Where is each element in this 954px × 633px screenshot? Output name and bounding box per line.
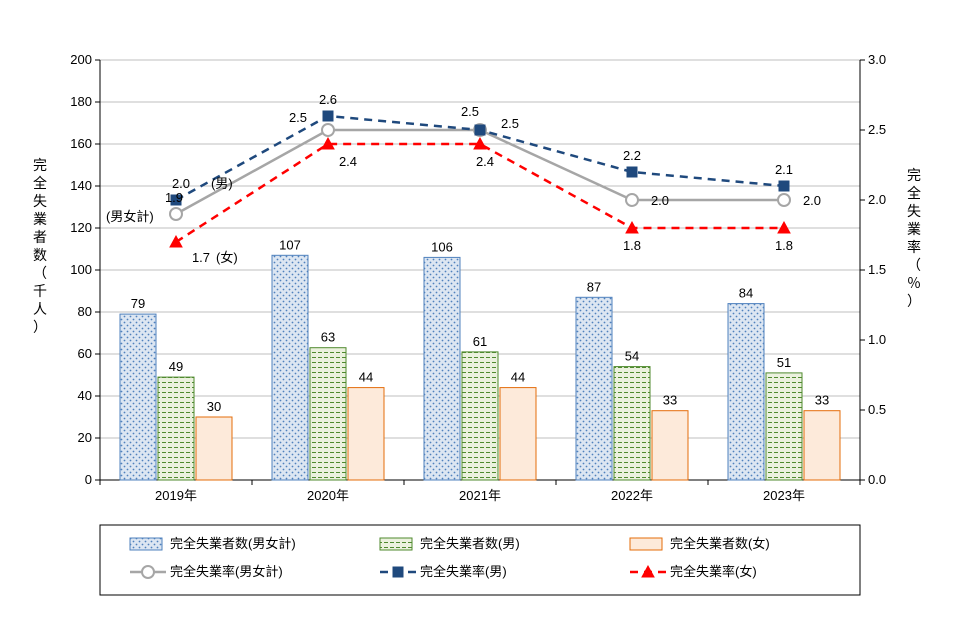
left-axis-label: 者 <box>33 229 47 245</box>
category-label: 2023年 <box>763 488 805 503</box>
bar-total <box>272 255 308 480</box>
right-axis-label: （ <box>907 257 921 273</box>
line-label-male: 2.2 <box>623 148 641 163</box>
bar-total <box>424 257 460 480</box>
bar-label-female: 30 <box>207 399 221 414</box>
bar-female <box>804 411 840 480</box>
bar-label-female: 44 <box>359 370 373 385</box>
category-label: 2020年 <box>307 488 349 503</box>
line-label-female: 2.4 <box>339 154 357 169</box>
bar-total <box>576 297 612 480</box>
right-axis-label: 全 <box>907 185 921 201</box>
right-tick-label: 2.0 <box>868 192 886 207</box>
bar-label-male: 63 <box>321 330 335 345</box>
left-tick-label: 80 <box>78 304 92 319</box>
legend-line-male: 完全失業率(男) <box>420 564 507 579</box>
left-axis-label: 完 <box>33 157 47 173</box>
left-tick-label: 40 <box>78 388 92 403</box>
bar-label-total: 79 <box>131 296 145 311</box>
line-label-total: 2.5 <box>501 116 519 131</box>
chart-container: 0 20 40 60 80 100 120 140 160 180 200 0.0 0.5 1.0 1.5 2… <box>0 0 954 633</box>
bar-label-male: 49 <box>169 359 183 374</box>
bar-female <box>348 388 384 480</box>
bar-male <box>614 367 650 480</box>
line-label-male: 2.6 <box>319 92 337 107</box>
left-axis-label: （ <box>33 265 47 281</box>
line-label-male: 2.1 <box>775 162 793 177</box>
left-axis-label: 数 <box>33 247 47 263</box>
right-tick-label: 0.5 <box>868 402 886 417</box>
right-tick-label: 2.5 <box>868 122 886 137</box>
left-tick-label: 160 <box>70 136 92 151</box>
right-tick-label: 0.0 <box>868 472 886 487</box>
bar-male <box>158 377 194 480</box>
left-axis-label: 失 <box>33 193 47 209</box>
category-label: 2021年 <box>459 488 501 503</box>
bar-label-total: 106 <box>431 239 453 254</box>
legend-bar-male: 完全失業者数(男) <box>420 536 520 551</box>
category-label: 2019年 <box>155 488 197 503</box>
line-label-total: 2.0 <box>651 193 669 208</box>
bar-female <box>500 388 536 480</box>
right-axis-label: 率 <box>907 239 921 255</box>
right-axis-label: 業 <box>907 221 921 237</box>
line-label-total: 2.0 <box>803 193 821 208</box>
line-label-female: 1.7 <box>192 250 210 265</box>
right-axis-label: ％ <box>907 275 921 291</box>
bar-total <box>728 304 764 480</box>
legend-bar-female: 完全失業者数(女) <box>670 536 770 551</box>
left-tick-label: 180 <box>70 94 92 109</box>
legend-bar-total: 完全失業者数(男女計) <box>170 536 296 551</box>
bar-male <box>310 348 346 480</box>
left-axis-label: 千 <box>33 283 47 299</box>
left-tick-label: 0 <box>85 472 92 487</box>
left-axis-label: ） <box>33 319 47 335</box>
left-tick-label: 120 <box>70 220 92 235</box>
bar-total <box>120 314 156 480</box>
left-axis-label: 人 <box>33 301 47 317</box>
right-tick-label: 3.0 <box>868 52 886 67</box>
line-label-total: 2.5 <box>289 110 307 125</box>
left-axis-label: 業 <box>33 211 47 227</box>
left-axis-label: 全 <box>33 175 47 191</box>
bar-label-female: 33 <box>663 393 677 408</box>
category-label: 2022年 <box>611 488 653 503</box>
legend-line-total: 完全失業率(男女計) <box>170 564 283 579</box>
left-tick-label: 140 <box>70 178 92 193</box>
annotation-male: (男) <box>211 176 233 191</box>
chart-svg: 0 20 40 60 80 100 120 140 160 180 200 0.0 0.5 1.0 1.5 2… <box>0 0 954 633</box>
line-label-female: 1.8 <box>775 238 793 253</box>
line-label-male: 2.0 <box>172 176 190 191</box>
bar-label-female: 44 <box>511 370 525 385</box>
annotation-female: (女) <box>216 250 238 265</box>
bar-female <box>652 411 688 480</box>
right-axis-label: 完 <box>907 167 921 183</box>
line-label-total: 1.9 <box>165 190 183 205</box>
right-tick-label: 1.0 <box>868 332 886 347</box>
line-label-female: 2.4 <box>476 154 494 169</box>
annotation-total: (男女計) <box>106 209 154 224</box>
left-tick-label: 100 <box>70 262 92 277</box>
bar-label-female: 33 <box>815 393 829 408</box>
left-tick-label: 60 <box>78 346 92 361</box>
bar-female <box>196 417 232 480</box>
bar-label-total: 107 <box>279 237 301 252</box>
line-label-female: 1.8 <box>623 238 641 253</box>
left-tick-label: 200 <box>70 52 92 67</box>
legend-line-female: 完全失業率(女) <box>670 564 757 579</box>
line-label-male: 2.5 <box>461 104 479 119</box>
bar-label-male: 54 <box>625 349 639 364</box>
right-axis-label: 失 <box>907 203 921 219</box>
bar-label-male: 61 <box>473 334 487 349</box>
bar-male <box>766 373 802 480</box>
bar-label-total: 84 <box>739 286 753 301</box>
bar-label-male: 51 <box>777 355 791 370</box>
bar-male <box>462 352 498 480</box>
right-tick-label: 1.5 <box>868 262 886 277</box>
bar-label-total: 87 <box>587 279 601 294</box>
left-tick-label: 20 <box>78 430 92 445</box>
right-axis-label: ） <box>907 293 921 309</box>
